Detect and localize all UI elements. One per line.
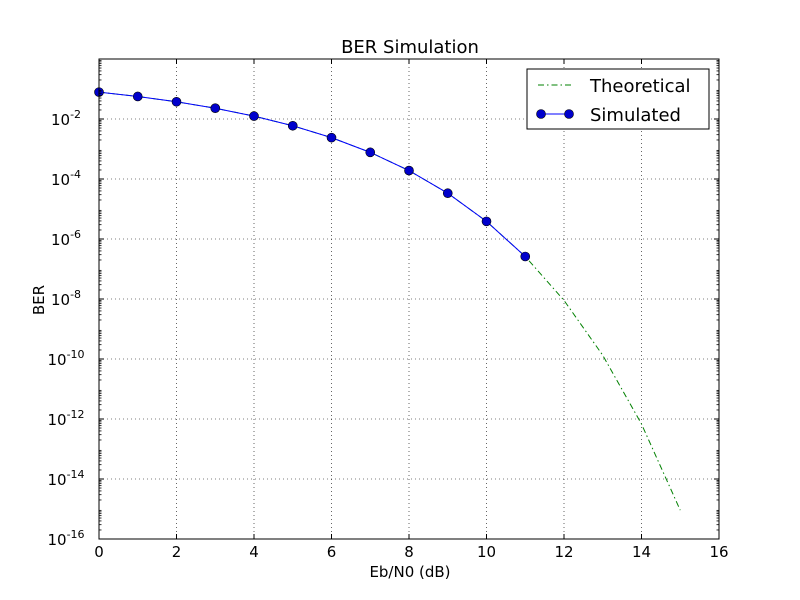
legend-marker-simulated-left [536, 109, 546, 119]
ticks: 0 2 4 6 8 10 12 14 16 10-2 10-4 10-6 10-8 10-10 10-12 1… [47, 59, 729, 561]
series-layer [94, 87, 681, 511]
y-tick-label: 10-4 [51, 168, 81, 189]
y-tick-label: 10-16 [47, 528, 84, 549]
legend: Theoretical Simulated [526, 68, 710, 130]
legend-label-theoretical: Theoretical [589, 76, 691, 97]
data-point-simulated [365, 147, 376, 158]
series-line-simulated [98, 91, 526, 257]
legend-box [526, 68, 710, 130]
y-tick-label: 10-12 [47, 408, 84, 429]
x-tick-label: 6 [327, 543, 337, 561]
x-axis-label: Eb/N0 (dB) [369, 563, 450, 581]
y-axis-label: BER [30, 285, 48, 315]
x-tick-label: 14 [632, 543, 651, 561]
x-tick-label: 2 [172, 543, 182, 561]
data-point-simulated [171, 96, 182, 107]
data-point-simulated [404, 165, 414, 176]
legend-marker-simulated-right [564, 109, 574, 119]
data-point-simulated [132, 91, 143, 102]
y-tick-label: 10-2 [51, 108, 81, 129]
data-point-simulated [326, 132, 337, 143]
x-tick-label: 10 [477, 543, 496, 561]
chart-title: BER Simulation [341, 37, 479, 58]
x-tick-label: 8 [404, 543, 414, 561]
y-tick-label: 10-8 [51, 288, 81, 309]
data-point-simulated [520, 251, 531, 262]
x-tick-label: 4 [249, 543, 259, 561]
y-tick-label: 10-10 [47, 348, 84, 369]
legend-label-simulated: Simulated [590, 105, 681, 126]
data-point-simulated [210, 103, 221, 114]
x-tick-label: 0 [94, 543, 104, 561]
y-tick-label: 10-14 [47, 468, 84, 489]
data-point-simulated [442, 188, 453, 199]
data-point-simulated [287, 120, 298, 131]
data-point-simulated [481, 216, 492, 227]
y-tick-label: 10-6 [51, 228, 81, 249]
data-point-simulated [249, 111, 259, 121]
x-tick-label: 16 [709, 543, 728, 561]
x-tick-label: 12 [554, 543, 573, 561]
